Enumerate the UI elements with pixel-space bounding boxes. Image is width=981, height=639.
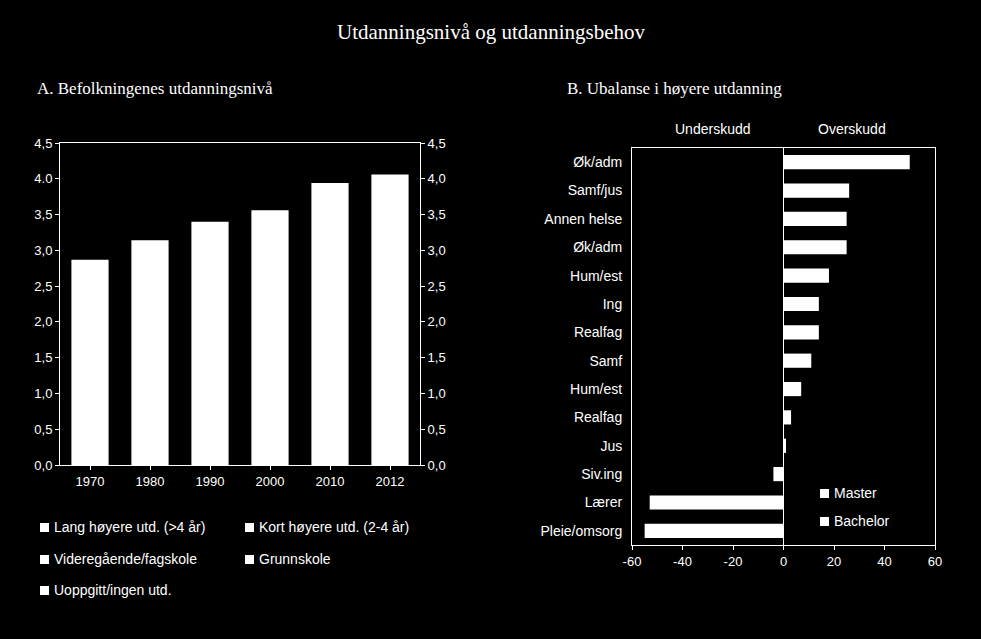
svg-text:0: 0 bbox=[780, 554, 787, 569]
svg-text:4,0: 4,0 bbox=[428, 171, 446, 186]
svg-text:1980: 1980 bbox=[136, 474, 165, 489]
svg-text:Realfag: Realfag bbox=[574, 409, 622, 425]
svg-text:-60: -60 bbox=[623, 554, 642, 569]
svg-text:Lang høyere utd. (>4 år): Lang høyere utd. (>4 år) bbox=[54, 519, 205, 535]
svg-text:0,0: 0,0 bbox=[428, 458, 446, 473]
svg-text:Videregående/fagskole: Videregående/fagskole bbox=[54, 551, 197, 567]
svg-text:Underskudd: Underskudd bbox=[675, 121, 751, 137]
svg-text:Hum/est: Hum/est bbox=[570, 381, 622, 397]
svg-text:Øk/adm: Øk/adm bbox=[573, 154, 622, 170]
svg-text:2010: 2010 bbox=[316, 474, 345, 489]
svg-text:Kort høyere utd. (2-4 år): Kort høyere utd. (2-4 år) bbox=[259, 519, 409, 535]
svg-text:1,0: 1,0 bbox=[34, 386, 52, 401]
svg-text:3,5: 3,5 bbox=[34, 207, 52, 222]
svg-text:3,0: 3,0 bbox=[34, 243, 52, 258]
svg-text:Utdanningsnivå og utdanningsbe: Utdanningsnivå og utdanningsbehov bbox=[337, 20, 645, 44]
svg-text:2,5: 2,5 bbox=[428, 279, 446, 294]
svg-text:Samf: Samf bbox=[590, 353, 623, 369]
svg-text:-20: -20 bbox=[724, 554, 743, 569]
svg-text:Overskudd: Overskudd bbox=[818, 121, 886, 137]
svg-text:Siv.ing: Siv.ing bbox=[581, 466, 622, 482]
svg-text:Grunnskole: Grunnskole bbox=[259, 551, 331, 567]
svg-text:2,0: 2,0 bbox=[428, 314, 446, 329]
svg-text:4.0: 4.0 bbox=[34, 171, 52, 186]
svg-text:Hum/est: Hum/est bbox=[570, 268, 622, 284]
svg-text:4,5: 4,5 bbox=[428, 136, 446, 151]
svg-text:Samf/jus: Samf/jus bbox=[568, 182, 622, 198]
svg-text:Ing: Ing bbox=[603, 296, 622, 312]
svg-text:B. Ubalanse i høyere utdanning: B. Ubalanse i høyere utdanning bbox=[567, 79, 782, 98]
svg-text:2,5: 2,5 bbox=[34, 279, 52, 294]
svg-text:Master: Master bbox=[834, 485, 877, 501]
svg-text:Lærer: Lærer bbox=[585, 494, 623, 510]
svg-text:Bachelor: Bachelor bbox=[834, 513, 890, 529]
svg-text:40: 40 bbox=[877, 554, 891, 569]
svg-text:Pleie/omsorg: Pleie/omsorg bbox=[540, 523, 622, 539]
svg-text:3,5: 3,5 bbox=[428, 207, 446, 222]
svg-text:0,5: 0,5 bbox=[428, 422, 446, 437]
svg-text:2012: 2012 bbox=[376, 474, 405, 489]
svg-text:4,5: 4,5 bbox=[34, 136, 52, 151]
svg-text:Realfag: Realfag bbox=[574, 324, 622, 340]
svg-text:-40: -40 bbox=[673, 554, 692, 569]
svg-text:2000: 2000 bbox=[256, 474, 285, 489]
svg-text:2,0: 2,0 bbox=[34, 314, 52, 329]
svg-text:1990: 1990 bbox=[196, 474, 225, 489]
svg-text:Øk/adm: Øk/adm bbox=[573, 239, 622, 255]
svg-text:20: 20 bbox=[827, 554, 841, 569]
svg-text:Jus: Jus bbox=[600, 438, 622, 454]
svg-text:60: 60 bbox=[928, 554, 942, 569]
svg-text:0,5: 0,5 bbox=[34, 422, 52, 437]
svg-text:1,0: 1,0 bbox=[428, 386, 446, 401]
svg-text:Annen helse: Annen helse bbox=[544, 211, 622, 227]
svg-text:1,5: 1,5 bbox=[34, 350, 52, 365]
svg-text:0,0: 0,0 bbox=[34, 458, 52, 473]
svg-text:A. Befolkningenes utdanningsni: A. Befolkningenes utdanningsnivå bbox=[37, 79, 273, 98]
svg-text:1970: 1970 bbox=[76, 474, 105, 489]
svg-text:Uoppgitt/ingen utd.: Uoppgitt/ingen utd. bbox=[54, 582, 172, 598]
svg-text:1,5: 1,5 bbox=[428, 350, 446, 365]
svg-text:3,0: 3,0 bbox=[428, 243, 446, 258]
